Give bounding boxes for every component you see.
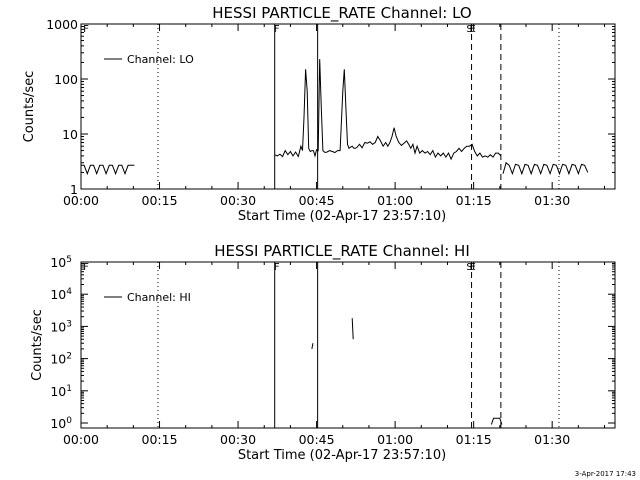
x-tick-label: 00:30 — [220, 193, 256, 208]
timestamp: 3-Apr-2017 17:43 — [575, 470, 636, 478]
marker-letter-label: S — [466, 24, 472, 35]
x-tick-label: 01:00 — [377, 193, 413, 208]
plot-frame — [80, 23, 616, 190]
legend-label: Channel: HI — [127, 291, 191, 304]
x-tick-label: 00:15 — [142, 193, 178, 208]
data-series-line — [311, 343, 314, 349]
y-tick-label: 100 — [50, 416, 72, 431]
x-tick-label: 00:30 — [220, 432, 256, 447]
x-axis-label: Start Time (02-Apr-17 23:57:10) — [238, 448, 446, 463]
data-series-line — [81, 164, 135, 176]
y-tick-label: 105 — [50, 255, 72, 270]
marker-letter-label: E — [470, 262, 476, 273]
marker-letter-label: S — [466, 262, 472, 273]
marker-letter-label: F — [274, 24, 280, 35]
x-tick-label: 00:00 — [63, 432, 99, 447]
data-series-line — [490, 417, 503, 425]
hi-channel-panel: HESSI PARTICLE_RATE Channel: HI 00:00 00:1… — [30, 242, 616, 463]
x-axis-label: Start Time (02-Apr-17 23:57:10) — [238, 209, 446, 224]
y-tick-label: 101 — [50, 384, 72, 399]
y-tick-label: 102 — [50, 352, 72, 367]
x-tick-label: 00:45 — [299, 432, 335, 447]
x-tick-label: 00:15 — [142, 432, 178, 447]
y-tick-label: 100 — [54, 72, 78, 87]
legend-label: Channel: LO — [127, 53, 194, 66]
plot-frame — [80, 261, 616, 429]
marker-letter-label: E — [470, 24, 476, 35]
corner-label: F — [83, 262, 89, 273]
corner-label: F — [83, 24, 89, 35]
data-series-line — [274, 59, 502, 161]
chart-title: HESSI PARTICLE_RATE Channel: HI — [214, 242, 470, 261]
x-tick-label: 01:15 — [456, 193, 492, 208]
y-tick-label: 103 — [50, 319, 72, 334]
x-tick-label: 01:00 — [377, 432, 413, 447]
x-tick-label: 01:30 — [534, 193, 570, 208]
y-tick-label: 1 — [70, 182, 78, 197]
x-tick-label: 00:45 — [299, 193, 335, 208]
y-axis-label: Counts/sec — [30, 309, 45, 381]
data-series-line — [351, 318, 354, 340]
y-tick-label: 104 — [50, 287, 72, 302]
data-series-line — [502, 161, 589, 176]
marker-letter-label: F — [274, 262, 280, 273]
y-axis-label: Counts/sec — [22, 71, 37, 143]
y-tick-label: 1000 — [46, 17, 78, 32]
lo-channel-panel: HESSI PARTICLE_RATE Channel: LO 00:00 00:1… — [22, 4, 616, 224]
y-tick-label: 10 — [62, 127, 78, 142]
x-tick-label: 00:00 — [63, 193, 99, 208]
chart-title: HESSI PARTICLE_RATE Channel: LO — [212, 4, 471, 23]
x-tick-label: 01:30 — [534, 432, 570, 447]
x-tick-label: 01:15 — [456, 432, 492, 447]
